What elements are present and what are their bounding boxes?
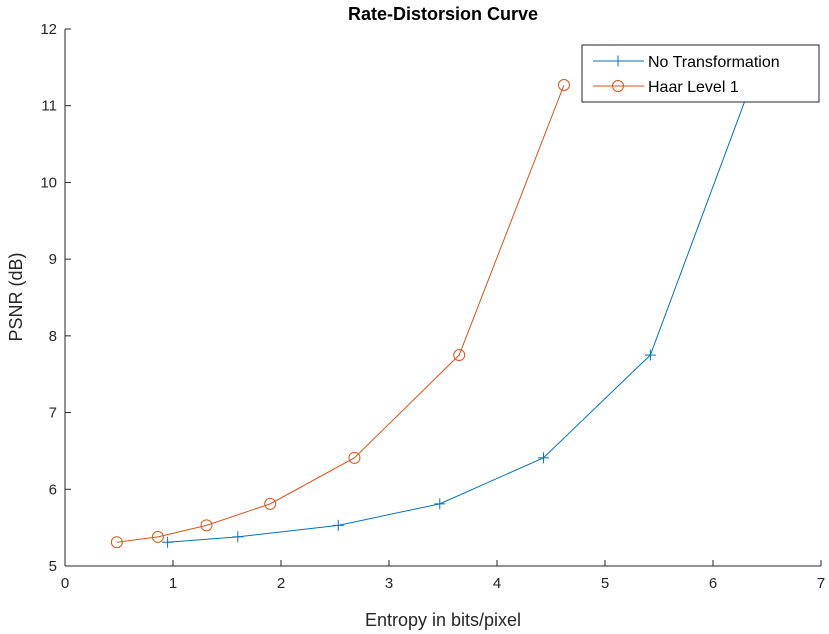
- data-point-haar-level-1: [200, 519, 213, 532]
- legend-label: Haar Level 1: [648, 79, 739, 96]
- legend-marker: [612, 80, 624, 92]
- y-tick-label: 12: [40, 21, 57, 38]
- data-point-haar-level-1: [264, 497, 277, 510]
- y-tick-label: 11: [41, 98, 57, 115]
- data-point-haar-level-1: [151, 530, 164, 543]
- x-tick-label: 7: [817, 575, 825, 592]
- y-tick-label: 7: [49, 405, 57, 422]
- y-tick-label: 10: [40, 174, 57, 191]
- data-point-no-transformation: [537, 452, 549, 464]
- y-tick-label: 8: [49, 328, 57, 345]
- legend-label: No Transformation: [648, 54, 780, 71]
- x-tick-label: 2: [277, 575, 285, 592]
- y-tick-label: 6: [49, 481, 57, 498]
- legend-entry-no-transformation: No Transformation: [593, 54, 780, 71]
- y-tick-label: 9: [49, 251, 57, 268]
- x-tick-label: 3: [385, 575, 393, 592]
- legend-entry-haar-level-1: Haar Level 1: [593, 79, 739, 96]
- y-tick-label: 5: [49, 558, 57, 575]
- data-point-no-transformation: [434, 498, 446, 510]
- data-layer: [110, 79, 757, 549]
- data-point-haar-level-1: [453, 349, 466, 362]
- data-point-haar-level-1: [557, 79, 570, 92]
- x-tick-label: 4: [493, 575, 501, 592]
- data-point-no-transformation: [162, 536, 174, 548]
- series-line-no-transformation: [167, 84, 752, 543]
- data-point-no-transformation: [332, 519, 344, 531]
- data-point-haar-level-1: [110, 536, 123, 549]
- chart-title: Rate-Distorsion Curve: [348, 4, 538, 24]
- series-no-transformation: [162, 79, 757, 548]
- x-tick-label: 0: [61, 575, 69, 592]
- legend-marker: [612, 55, 624, 67]
- data-point-haar-level-1: [348, 451, 361, 464]
- x-tick-label: 6: [709, 575, 717, 592]
- x-tick-label: 1: [169, 575, 177, 592]
- series-haar-level-1: [110, 79, 570, 549]
- data-point-no-transformation: [232, 531, 244, 543]
- plot-box: [65, 29, 821, 566]
- series-line-haar-level-1: [116, 84, 565, 543]
- data-point-no-transformation: [644, 349, 656, 361]
- legend: No Transformation Haar Level 1: [581, 44, 820, 103]
- legend-box: [581, 44, 820, 103]
- x-tick-label: 5: [601, 575, 609, 592]
- x-axis-label: Entropy in bits/pixel: [365, 610, 521, 630]
- y-axis-label: PSNR (dB): [6, 252, 26, 341]
